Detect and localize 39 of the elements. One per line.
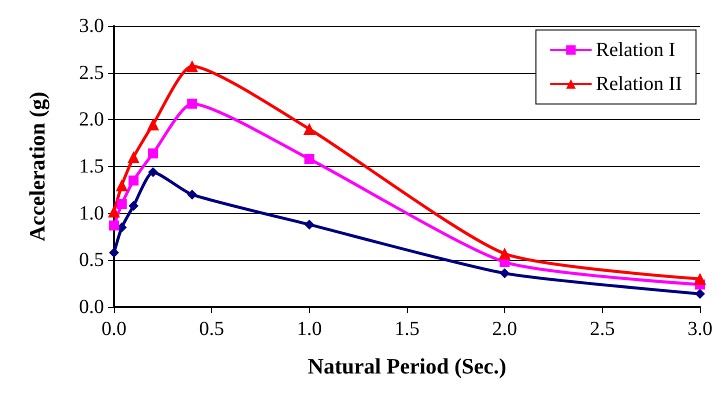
y-tick-label: 0.5 <box>79 249 104 272</box>
y-tick-label: 1.0 <box>79 202 104 224</box>
x-tick-label: 0.5 <box>199 318 224 340</box>
x-tick-label: 2.0 <box>492 318 518 340</box>
point <box>109 220 119 231</box>
point <box>148 148 158 158</box>
point <box>128 200 139 211</box>
point <box>304 154 314 164</box>
x-axis-title: Natural Period (Sec.) <box>308 354 506 378</box>
legend-label: Relation II <box>596 73 682 95</box>
point <box>109 248 119 258</box>
y-tick-label: 1.5 <box>79 156 104 178</box>
point <box>128 176 139 186</box>
x-tick-label: 0.0 <box>102 318 126 340</box>
point <box>147 118 160 130</box>
y-tick-label: 2.5 <box>79 62 104 84</box>
point <box>695 288 705 299</box>
x-tick-label: 3.0 <box>688 318 712 340</box>
point <box>304 220 314 230</box>
y-tick-label: 0.0 <box>79 296 104 318</box>
y-tick-label: 3.0 <box>79 15 104 37</box>
x-tick-label: 2.5 <box>590 318 615 340</box>
point <box>303 123 316 136</box>
point <box>500 268 510 278</box>
legend-label: Relation I <box>596 39 676 61</box>
point <box>694 272 706 285</box>
x-tick-label: 1.0 <box>296 318 322 340</box>
point <box>116 198 127 209</box>
point <box>116 179 128 192</box>
y-tick-label: 2.0 <box>79 108 104 131</box>
point <box>187 190 198 200</box>
y-axis-title: Acceleration (g) <box>24 92 50 242</box>
x-tick-label: 1.5 <box>394 318 420 340</box>
point <box>498 248 511 260</box>
point <box>187 98 198 109</box>
point <box>108 205 120 218</box>
point <box>186 60 198 72</box>
point <box>128 151 140 164</box>
point <box>148 167 158 178</box>
